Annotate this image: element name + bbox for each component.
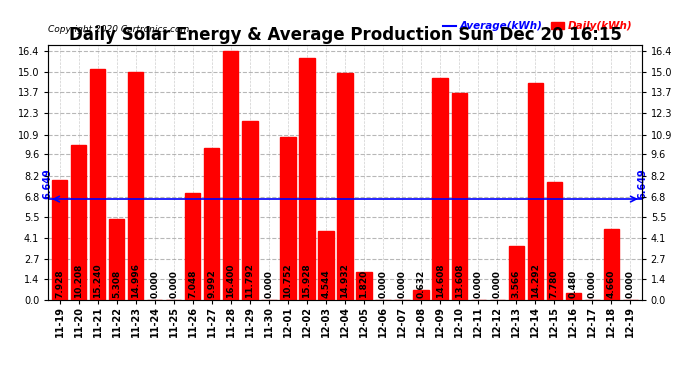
Bar	[280, 137, 295, 300]
Bar	[509, 246, 524, 300]
Bar	[242, 121, 257, 300]
Text: 9.992: 9.992	[208, 270, 217, 298]
Text: 13.608: 13.608	[455, 264, 464, 298]
Text: 1.820: 1.820	[359, 270, 368, 298]
Text: 16.400: 16.400	[226, 264, 235, 298]
Bar	[433, 78, 448, 300]
Bar	[566, 293, 581, 300]
Text: 0.000: 0.000	[169, 271, 178, 298]
Text: 3.566: 3.566	[512, 270, 521, 298]
Text: 0.632: 0.632	[417, 270, 426, 298]
Text: 0.000: 0.000	[473, 271, 482, 298]
Text: 14.292: 14.292	[531, 264, 540, 298]
Text: 0.480: 0.480	[569, 270, 578, 298]
Text: 10.752: 10.752	[284, 264, 293, 298]
Bar	[546, 182, 562, 300]
Text: 7.928: 7.928	[55, 270, 64, 298]
Text: 14.996: 14.996	[131, 264, 140, 298]
Text: 15.928: 15.928	[302, 264, 311, 298]
Bar	[528, 83, 543, 300]
Bar	[299, 58, 315, 300]
Text: 4.544: 4.544	[322, 270, 331, 298]
Text: 6.649: 6.649	[638, 168, 648, 199]
Text: 11.792: 11.792	[246, 264, 255, 298]
Text: 10.208: 10.208	[75, 264, 83, 298]
Text: 5.308: 5.308	[112, 270, 121, 298]
Text: 0.000: 0.000	[150, 271, 159, 298]
Text: 0.000: 0.000	[379, 271, 388, 298]
Bar	[337, 74, 353, 300]
Text: 4.660: 4.660	[607, 270, 615, 298]
Bar	[357, 272, 372, 300]
Text: 0.000: 0.000	[397, 271, 406, 298]
Bar	[604, 229, 619, 300]
Text: 7.048: 7.048	[188, 270, 197, 298]
Text: 0.000: 0.000	[493, 271, 502, 298]
Bar	[413, 290, 428, 300]
Legend: Average(kWh), Daily(kWh): Average(kWh), Daily(kWh)	[439, 17, 636, 35]
Bar	[451, 93, 466, 300]
Bar	[109, 219, 124, 300]
Bar	[204, 148, 219, 300]
Bar	[318, 231, 333, 300]
Text: 0.000: 0.000	[626, 271, 635, 298]
Bar	[71, 145, 86, 300]
Text: 0.000: 0.000	[264, 271, 273, 298]
Bar	[128, 72, 144, 300]
Text: 0.000: 0.000	[588, 271, 597, 298]
Text: Daily Solar Energy & Average Production Sun Dec 20 16:15: Daily Solar Energy & Average Production …	[68, 26, 622, 44]
Text: Copyright 2020 Cartronics.com: Copyright 2020 Cartronics.com	[48, 25, 190, 34]
Bar	[224, 51, 239, 300]
Text: 14.932: 14.932	[340, 264, 350, 298]
Bar	[185, 193, 201, 300]
Bar	[90, 69, 106, 300]
Text: 6.649: 6.649	[42, 168, 52, 199]
Bar	[52, 180, 68, 300]
Text: 14.608: 14.608	[435, 264, 444, 298]
Text: 7.780: 7.780	[550, 270, 559, 298]
Text: 15.240: 15.240	[93, 264, 102, 298]
